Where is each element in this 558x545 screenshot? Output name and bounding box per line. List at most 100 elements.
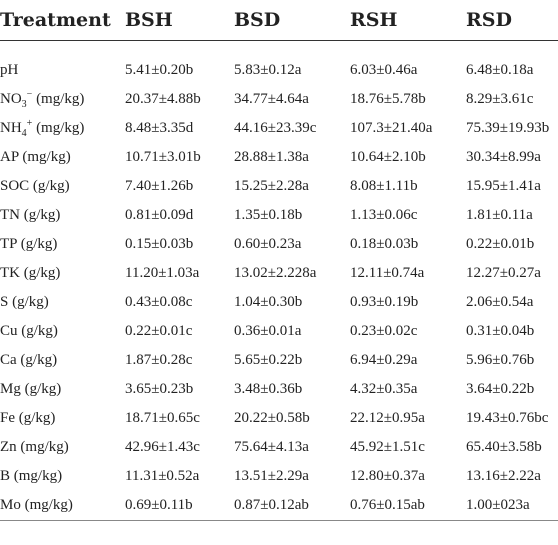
cell-rsd: 6.48±0.18a (466, 62, 534, 78)
cell-bsd: 0.87±0.12ab (234, 491, 350, 521)
cell-rsh: 8.08±1.11b (350, 178, 418, 194)
cell-bsh: 0.81±0.09d (125, 207, 194, 223)
cell-bsh: 1.87±0.28c (125, 352, 193, 368)
header-bsh: BSH (125, 0, 234, 41)
row-label-text: Fe (g/kg) (0, 410, 56, 426)
table-row: Zn (mg/kg) 42.96±1.43c 75.64±4.13a 45.92±1.… (0, 433, 558, 462)
row-label-text: TN (g/kg) (0, 207, 61, 223)
cell-bsh: 8.48±3.35d (125, 120, 194, 136)
row-label-text: S (g/kg) (0, 294, 49, 310)
cell-rsh: 4.32±0.35a (350, 381, 418, 397)
row-label-text: Zn (mg/kg) (0, 439, 69, 455)
cell-rsd: 1.00±023a (466, 491, 558, 521)
cell-rsh: 12.80±0.37a (350, 468, 425, 484)
header-treatment: Treatment (0, 0, 125, 41)
row-label: B (mg/kg) (0, 462, 125, 491)
row-label: AP (mg/kg) (0, 143, 125, 172)
cell-rsd: 5.96±0.76b (466, 352, 535, 368)
cell-bsh: 18.71±0.65c (125, 410, 200, 426)
cell-rsd: 12.27±0.27a (466, 265, 541, 281)
row-label-text: Mo (mg/kg) (0, 497, 73, 513)
cell-bsd: 20.22±0.58b (234, 410, 310, 426)
row-label-superscript: + (26, 118, 33, 129)
row-label: TK (g/kg) (0, 259, 125, 288)
cell-bsd: 44.16±23.39c (234, 120, 317, 136)
cell-rsh: 45.92±1.51c (350, 439, 425, 455)
row-label-subscript: 3 (21, 99, 27, 110)
cell-bsh: 10.71±3.01b (125, 149, 201, 165)
cell-bsh: 7.40±1.26b (125, 178, 194, 194)
cell-rsh: 0.93±0.19b (350, 294, 419, 310)
row-label: pH (0, 41, 125, 86)
cell-bsh: 0.15±0.03b (125, 236, 194, 252)
soil-properties-table: Treatment BSH BSD RSH RSD pH 5.41±0.20b 5.… (0, 0, 558, 521)
cell-bsd: 5.65±0.22b (234, 352, 303, 368)
cell-rsd: 65.40±3.58b (466, 439, 542, 455)
cell-rsh: 6.94±0.29a (350, 352, 418, 368)
cell-bsh: 0.69±0.11b (125, 491, 234, 521)
table-row: AP (mg/kg) 10.71±3.01b 28.88±1.38a 10.64±2.… (0, 143, 558, 172)
cell-bsd: 1.35±0.18b (234, 207, 303, 223)
cell-bsd: 13.51±2.29a (234, 468, 309, 484)
table-row: Mo (mg/kg) 0.69±0.11b 0.87±0.12ab 0.76±0.15… (0, 491, 558, 521)
cell-rsd: 75.39±19.93b (466, 120, 550, 136)
row-label: Fe (g/kg) (0, 404, 125, 433)
cell-bsd: 5.83±0.12a (234, 62, 302, 78)
table-row: NH4+ (mg/kg) 8.48±3.35d 44.16±23.39c 107.3±… (0, 114, 558, 143)
row-label: NH4+ (mg/kg) (0, 114, 125, 143)
cell-bsd: 1.04±0.30b (234, 294, 303, 310)
row-label: S (g/kg) (0, 288, 125, 317)
row-label: SOC (g/kg) (0, 172, 125, 201)
table-row: pH 5.41±0.20b 5.83±0.12a 6.03±0.46a 6.48±0.1… (0, 41, 558, 86)
cell-bsh: 5.41±0.20b (125, 62, 194, 78)
cell-bsh: 3.65±0.23b (125, 381, 194, 397)
row-label-text: TP (g/kg) (0, 236, 58, 252)
table-row: TK (g/kg) 11.20±1.03a 13.02±2.228a 12.11±0.… (0, 259, 558, 288)
table-row: B (mg/kg) 11.31±0.52a 13.51±2.29a 12.80±0.3… (0, 462, 558, 491)
row-label-text: AP (mg/kg) (0, 149, 71, 165)
row-label: Zn (mg/kg) (0, 433, 125, 462)
row-label-text: SOC (g/kg) (0, 178, 70, 194)
table-row: Mg (g/kg) 3.65±0.23b 3.48±0.36b 4.32±0.35a 3… (0, 375, 558, 404)
cell-bsh: 0.22±0.01c (125, 323, 193, 339)
table-row: Cu (g/kg) 0.22±0.01c 0.36±0.01a 0.23±0.02c 0… (0, 317, 558, 346)
row-label-text: Cu (g/kg) (0, 323, 58, 339)
cell-rsh: 22.12±0.95a (350, 410, 425, 426)
row-label: Mo (mg/kg) (0, 491, 125, 521)
cell-rsh: 18.76±5.78b (350, 91, 426, 107)
row-label: TP (g/kg) (0, 230, 125, 259)
row-label: Mg (g/kg) (0, 375, 125, 404)
cell-bsd: 0.60±0.23a (234, 236, 302, 252)
row-label: NO3− (mg/kg) (0, 85, 125, 114)
cell-rsh: 12.11±0.74a (350, 265, 425, 281)
cell-bsh: 42.96±1.43c (125, 439, 200, 455)
table-header: Treatment BSH BSD RSH RSD (0, 0, 558, 41)
cell-rsh: 107.3±21.40a (350, 120, 433, 136)
row-label-text: NH (0, 120, 22, 136)
row-label: TN (g/kg) (0, 201, 125, 230)
cell-rsd: 13.16±2.22a (466, 468, 541, 484)
row-label: Ca (g/kg) (0, 346, 125, 375)
cell-rsh: 0.18±0.03b (350, 236, 419, 252)
row-label-text: NO (0, 91, 22, 107)
header-row: Treatment BSH BSD RSH RSD (0, 0, 558, 41)
cell-bsd: 28.88±1.38a (234, 149, 309, 165)
row-label-text: TK (g/kg) (0, 265, 61, 281)
cell-bsh: 0.43±0.08c (125, 294, 193, 310)
row-label-subscript: 4 (21, 128, 27, 139)
cell-bsd: 0.36±0.01a (234, 323, 302, 339)
cell-bsd: 34.77±4.64a (234, 91, 309, 107)
cell-bsh: 11.20±1.03a (125, 265, 200, 281)
cell-bsh: 11.31±0.52a (125, 468, 200, 484)
table-row: Fe (g/kg) 18.71±0.65c 20.22±0.58b 22.12±0.9… (0, 404, 558, 433)
header-rsh: RSH (350, 0, 466, 41)
cell-rsd: 2.06±0.54a (466, 294, 534, 310)
cell-rsd: 15.95±1.41a (466, 178, 541, 194)
cell-rsd: 19.43±0.76bc (466, 410, 549, 426)
row-label-text: pH (0, 62, 19, 78)
table-row: Ca (g/kg) 1.87±0.28c 5.65±0.22b 6.94±0.29a 5… (0, 346, 558, 375)
cell-bsd: 75.64±4.13a (234, 439, 309, 455)
cell-bsd: 13.02±2.228a (234, 265, 317, 281)
table-row: TN (g/kg) 0.81±0.09d 1.35±0.18b 1.13±0.06c 1… (0, 201, 558, 230)
